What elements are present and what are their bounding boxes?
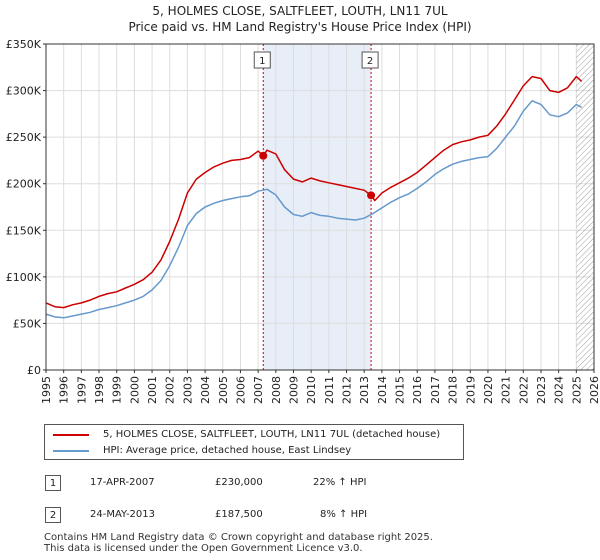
chart-subtitle: Price paid vs. HM Land Registry's House … [128, 20, 472, 34]
x-tick-label: 2007 [252, 376, 265, 404]
x-tick-label: 2016 [411, 376, 424, 404]
legend-label-property: 5, HOLMES CLOSE, SALTFLEET, LOUTH, LN11 … [103, 429, 441, 440]
sale-label-text: 2 [367, 56, 373, 67]
x-tick-label: 2005 [217, 376, 230, 404]
y-tick-label: £200K [6, 178, 42, 191]
chart-legend: 5, HOLMES CLOSE, SALTFLEET, LOUTH, LN11 … [44, 424, 464, 460]
y-tick-label: £350K [6, 38, 42, 51]
sale-row: 1 17-APR-2007 £230,000 22% ↑ HPI [0, 475, 600, 497]
sale-row: 2 24-MAY-2013 £187,500 8% ↑ HPI [0, 507, 600, 529]
y-tick-label: £0 [27, 364, 41, 377]
footer-attribution: Contains HM Land Registry data © Crown c… [44, 532, 433, 554]
x-tick-label: 2023 [535, 376, 548, 404]
x-tick-label: 2002 [164, 376, 177, 404]
sale-hpi-change: 8% ↑ HPI [320, 509, 368, 520]
x-tick-label: 2022 [517, 376, 530, 404]
x-tick-label: 1997 [75, 376, 88, 404]
x-tick-label: 2012 [341, 376, 354, 404]
x-tick-label: 2009 [287, 376, 300, 404]
x-tick-label: 2001 [146, 376, 159, 404]
sale-point [367, 191, 376, 200]
legend-swatch-property [53, 434, 89, 436]
x-tick-label: 2013 [358, 376, 371, 404]
x-tick-label: 2019 [464, 376, 477, 404]
legend-label-hpi: HPI: Average price, detached house, East… [103, 445, 352, 456]
x-tick-label: 2018 [447, 376, 460, 404]
property-price-line [45, 75, 583, 309]
chart-title-address: 5, HOLMES CLOSE, SALTFLEET, LOUTH, LN11 … [152, 4, 448, 18]
footer-copyright: Contains HM Land Registry data © Crown c… [44, 532, 433, 543]
sale-date: 17-APR-2007 [90, 477, 155, 488]
forecast-hatch-region [576, 44, 594, 370]
x-tick-label: 2000 [128, 376, 141, 404]
plot-frame [45, 43, 595, 371]
x-tick-label: 2011 [323, 376, 336, 404]
sale-hpi-change: 22% ↑ HPI [313, 477, 367, 488]
x-tick-label: 2004 [199, 376, 212, 404]
sale-point [259, 151, 268, 160]
x-tick-label: 2015 [394, 376, 407, 404]
hpi-line [45, 100, 582, 319]
sale-label-text: 1 [259, 56, 265, 67]
y-tick-label: £150K [6, 224, 42, 237]
legend-swatch-hpi [53, 450, 89, 452]
x-tick-label: 1996 [58, 376, 71, 404]
sale-price: £187,500 [215, 509, 263, 520]
x-tick-label: 2021 [500, 376, 513, 404]
price-chart: £0 £50K £100K £150K £200K £250K £300K £350K 199… [6, 38, 600, 404]
sale-date: 24-MAY-2013 [90, 509, 156, 520]
ownership-period-shade [263, 44, 372, 370]
x-tick-label: 2020 [482, 376, 495, 404]
sale-number-badge: 1 [45, 475, 61, 491]
x-tick-label: 1999 [111, 376, 124, 404]
x-tick-label: 2024 [553, 376, 566, 404]
x-tick-label: 2003 [181, 376, 194, 404]
sale-number-badge: 2 [45, 507, 61, 523]
y-tick-label: £100K [6, 271, 42, 284]
x-tick-label: 2017 [429, 376, 442, 404]
sale-price: £230,000 [215, 477, 263, 488]
sale-label-box [253, 51, 271, 69]
y-tick-label: £250K [6, 131, 42, 144]
footer-licence: This data is licensed under the Open Gov… [44, 543, 363, 554]
x-tick-label: 2008 [270, 376, 283, 404]
x-tick-label: 2014 [376, 376, 389, 404]
x-tick-label: 2026 [588, 376, 600, 404]
x-tick-label: 1995 [40, 376, 53, 404]
x-tick-label: 2006 [234, 376, 247, 404]
sale-label-box [361, 51, 379, 69]
x-tick-label: 2010 [305, 376, 318, 404]
y-tick-label: £300K [6, 85, 42, 98]
x-tick-label: 1998 [93, 376, 106, 404]
y-tick-label: £50K [13, 317, 42, 330]
x-tick-label: 2025 [570, 376, 583, 404]
